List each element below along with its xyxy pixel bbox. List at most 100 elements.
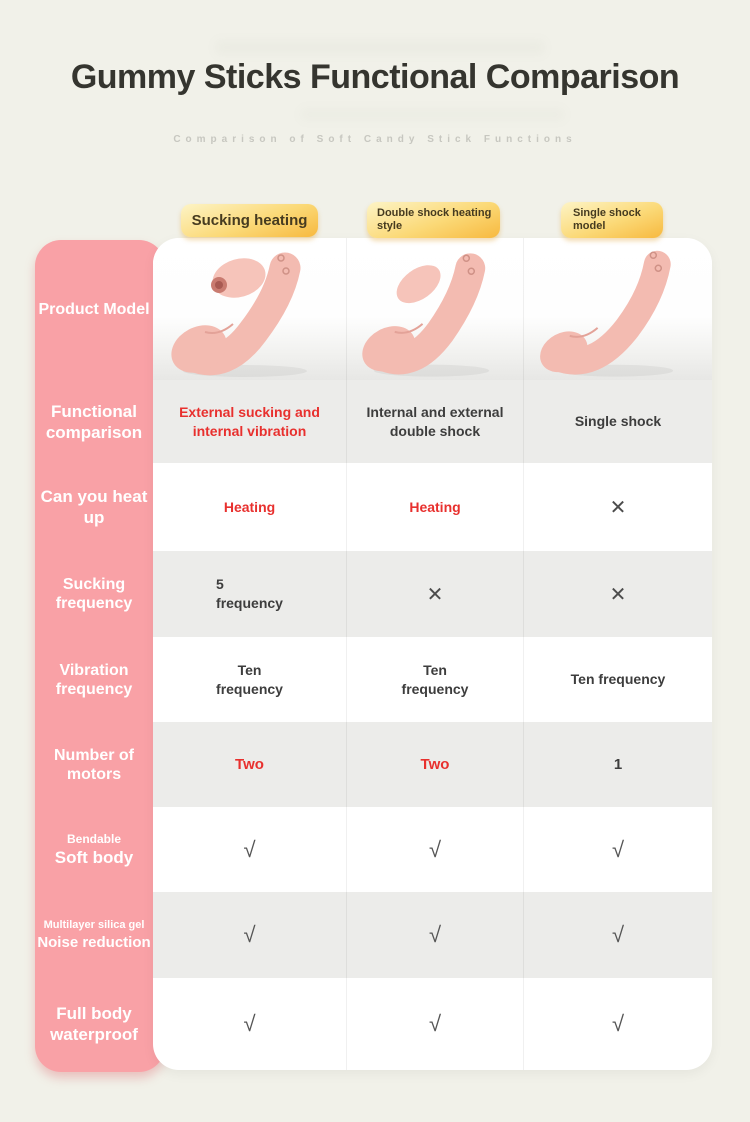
badge-label: model — [573, 220, 606, 232]
row-label-text: Vibration — [59, 661, 129, 679]
cell-heat-col-3: ✕ — [523, 463, 712, 551]
row-label-text: Functional — [51, 401, 137, 421]
row-label-text: Can you heat — [40, 487, 148, 506]
cell-sucking-col-3: ✕ — [523, 551, 712, 637]
cell-text: Heating — [223, 498, 276, 515]
row-label-text: Sucking — [62, 576, 126, 593]
row-label-text: motors — [66, 765, 122, 783]
table-row-vibration-frequency: Ten frequency Ten frequency Ten frequenc… — [153, 637, 712, 722]
cell-sucking-col-1: 5 frequency — [153, 551, 346, 637]
row-label-text: frequency — [55, 595, 133, 612]
cell-text: Ten frequency — [216, 661, 283, 697]
check-mark-icon: √ — [428, 836, 442, 862]
table-row-sucking-frequency: 5 frequency ✕ ✕ — [153, 551, 712, 637]
badge-label: Double shock heating — [377, 207, 492, 219]
table-row-number-of-motors: Two Two 1 — [153, 722, 712, 807]
cell-functional-col-1: External sucking and internal vibration — [153, 380, 346, 463]
badge-label: Sucking heating — [191, 212, 308, 229]
cell-waterproof-col-3: √ — [523, 978, 712, 1070]
row-label-can-you-heat-up: Can you heat up — [35, 463, 153, 551]
cell-text: Two — [420, 756, 450, 773]
table-row-product-model — [153, 238, 712, 380]
row-label-text: Soft body — [54, 847, 134, 867]
row-label-soft-body: Bendable Soft body — [35, 807, 153, 892]
column-badge-sucking-heating: Sucking heating — [181, 204, 318, 237]
row-label-text: Full body — [56, 1004, 132, 1023]
cross-mark-icon: ✕ — [426, 583, 444, 606]
row-label-sucking-frequency: Sucking frequency — [35, 551, 153, 637]
row-label-text: comparison — [45, 422, 143, 442]
cell-softbody-col-2: √ — [346, 807, 523, 892]
table-row-noise-reduction: √ √ √ — [153, 892, 712, 978]
faded-ghost-text — [300, 108, 565, 121]
row-label-text: waterproof — [50, 1025, 138, 1044]
row-label-text: Number of — [54, 746, 134, 764]
check-mark-icon: √ — [611, 1011, 625, 1036]
cell-motors-col-2: Two — [346, 722, 523, 807]
column-badge-single-shock: Single shock model — [561, 202, 663, 238]
table-row-functional-comparison: External sucking and internal vibration … — [153, 380, 712, 463]
cell-text: External sucking and internal vibration — [179, 403, 320, 439]
comparison-table: External sucking and internal vibration … — [153, 238, 712, 1070]
check-mark-icon: √ — [243, 836, 256, 862]
row-label-subtext: Multilayer silica gel — [43, 918, 145, 931]
cell-text: Two — [235, 756, 264, 773]
check-mark-icon: √ — [243, 922, 256, 947]
faded-ghost-text — [215, 40, 545, 55]
page-subtitle: Comparison of Soft Candy Stick Functions — [173, 134, 577, 145]
cell-sucking-col-2: ✕ — [346, 551, 523, 637]
page-title: Gummy Sticks Functional Comparison — [70, 58, 680, 96]
badge-label: Single shock — [573, 207, 641, 219]
cell-noise-col-2: √ — [346, 892, 523, 978]
table-row-soft-body: √ √ √ — [153, 807, 712, 892]
row-label-vibration-frequency: Vibration frequency — [35, 637, 153, 722]
cell-vibration-col-2: Ten frequency — [346, 637, 523, 722]
row-label-functional-comparison: Functional comparison — [35, 380, 153, 463]
cell-text: Single shock — [574, 413, 662, 429]
cell-noise-col-1: √ — [153, 892, 346, 978]
column-badge-double-shock-heating: Double shock heating style — [367, 202, 500, 238]
cell-waterproof-col-1: √ — [153, 978, 346, 1070]
cell-text: Heating — [409, 498, 461, 515]
badge-label: style — [377, 220, 403, 232]
check-mark-icon: √ — [243, 1011, 256, 1036]
cell-functional-col-3: Single shock — [523, 380, 712, 463]
pink-plain-curved-wand-icon — [540, 250, 674, 377]
product-photo-double-shock-model — [346, 238, 523, 380]
cell-vibration-col-1: Ten frequency — [153, 637, 346, 722]
product-photo-single-shock-model — [523, 238, 712, 380]
row-label-text: frequency — [55, 680, 133, 698]
cell-waterproof-col-2: √ — [346, 978, 523, 1070]
cell-softbody-col-3: √ — [523, 807, 712, 892]
cell-motors-col-3: 1 — [523, 722, 712, 807]
pink-wand-with-flap-arm-icon — [362, 253, 490, 377]
row-label-sidebar — [35, 240, 165, 1072]
cell-text: 5 frequency — [216, 576, 283, 611]
row-label-number-of-motors: Number of motors — [35, 722, 153, 807]
cell-text: Internal and external double shock — [366, 403, 504, 439]
cross-mark-icon: ✕ — [609, 496, 627, 519]
cell-heat-col-2: Heating — [346, 463, 523, 551]
check-mark-icon: √ — [428, 922, 442, 947]
table-row-waterproof: √ √ √ — [153, 978, 712, 1070]
cell-text: Ten frequency — [401, 661, 469, 697]
cell-softbody-col-1: √ — [153, 807, 346, 892]
cell-vibration-col-3: Ten frequency — [523, 637, 712, 722]
cell-text: Ten frequency — [570, 671, 666, 687]
check-mark-icon: √ — [611, 922, 625, 947]
row-label-noise-reduction: Multilayer silica gel Noise reduction — [35, 892, 153, 978]
row-label-text: Noise reduction — [37, 933, 151, 951]
check-mark-icon: √ — [611, 836, 625, 862]
cell-heat-col-1: Heating — [153, 463, 346, 551]
row-label-full-body-waterproof: Full body waterproof — [35, 978, 153, 1070]
cell-functional-col-2: Internal and external double shock — [346, 380, 523, 463]
row-label-text: Product Model — [38, 300, 150, 318]
cell-text: 1 — [613, 756, 623, 773]
cell-motors-col-1: Two — [153, 722, 346, 807]
cell-noise-col-3: √ — [523, 892, 712, 978]
row-label-text: up — [83, 508, 105, 527]
product-photo-suction-model — [153, 238, 346, 380]
cross-mark-icon: ✕ — [609, 583, 627, 606]
pink-wand-with-suction-head-icon — [171, 252, 307, 377]
